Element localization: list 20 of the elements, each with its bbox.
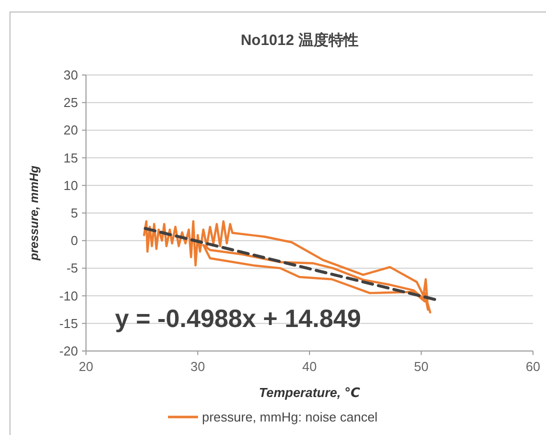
y-tick-label: -20 <box>59 344 78 358</box>
legend-label: pressure, mmHg: noise cancel <box>202 410 378 424</box>
y-tick-label: 25 <box>64 95 78 110</box>
x-tick-label: 60 <box>526 359 540 374</box>
chart-title: No1012 温度特性 <box>240 31 358 49</box>
x-tick-label: 50 <box>414 359 428 374</box>
y-tick-label: 10 <box>64 178 78 193</box>
y-tick-label: 15 <box>64 150 78 166</box>
y-tick-label: 20 <box>64 122 78 138</box>
y-tick-label: -5 <box>66 260 78 276</box>
annotation: y = -0.4988x + 14.849 <box>115 305 362 333</box>
x-tick-label: 30 <box>190 359 205 374</box>
x-tick-label: 40 <box>302 359 317 374</box>
y-tick-label: -15 <box>59 316 78 331</box>
y-tick-label: 30 <box>64 68 78 82</box>
y-tick-label: 5 <box>70 206 78 220</box>
x-axis-title: Temperature, ℃ <box>258 385 360 400</box>
y-tick-label: -10 <box>59 288 78 304</box>
y-axis-title: pressure, mmHg <box>27 164 41 262</box>
y-tick-label: 0 <box>70 233 78 248</box>
